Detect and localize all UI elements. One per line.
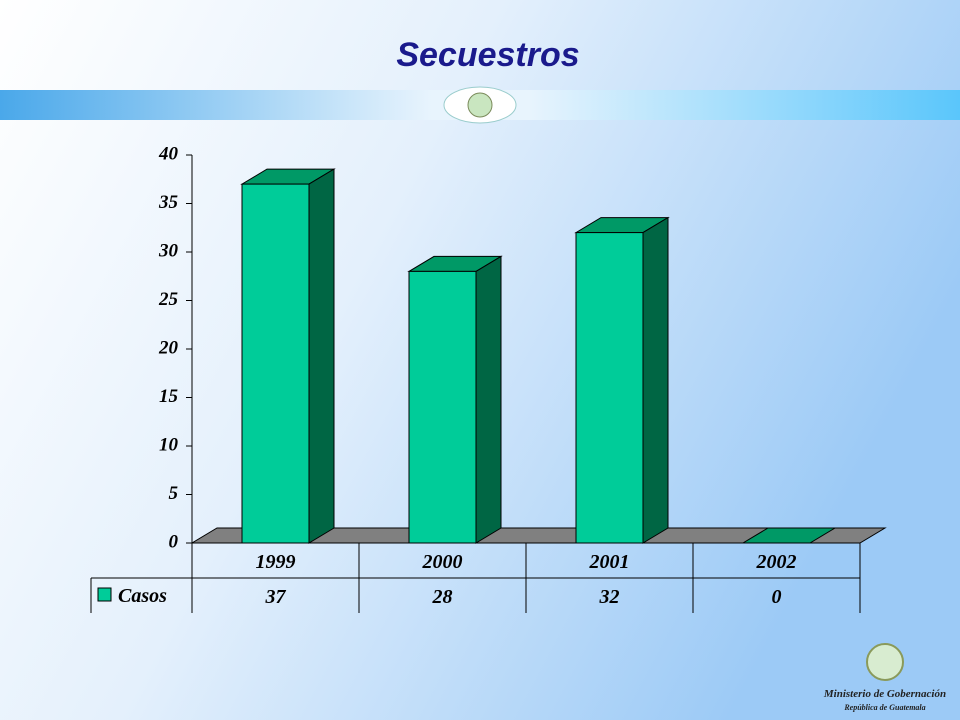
bar-top	[741, 527, 837, 544]
legend-label: Casos	[118, 585, 167, 607]
bar	[408, 270, 477, 544]
bar	[241, 183, 310, 544]
plot: 0 5 10 15 20 25 30 35 40 Casos 1999 37 2000 28 2001 32 2…	[90, 143, 887, 613]
y-tick-label: 10	[159, 434, 179, 455]
y-tick-label: 15	[159, 386, 179, 407]
x-tick-label: 2001	[589, 551, 630, 573]
table-value: 32	[599, 586, 620, 608]
footer-org: Ministerio de Gobernación	[823, 688, 946, 700]
table-value: 28	[432, 586, 453, 608]
x-tick-label: 1999	[256, 551, 296, 573]
y-tick-label: 25	[158, 289, 179, 310]
y-tick-label: 40	[158, 143, 179, 164]
bar-side	[475, 255, 502, 544]
legend-swatch	[97, 587, 112, 602]
bar-side	[308, 168, 335, 544]
table-value: 0	[772, 586, 782, 608]
x-tick-label: 2000	[422, 551, 463, 573]
y-tick-label: 5	[169, 483, 179, 504]
table-value: 37	[265, 586, 287, 608]
x-tick-label: 2002	[756, 551, 797, 573]
y-tick-label: 0	[169, 531, 179, 552]
footer-country: República de Guatemala	[843, 703, 925, 712]
bar-side	[642, 216, 669, 544]
chart-title: Secuestros	[396, 36, 579, 74]
y-tick-label: 20	[158, 337, 179, 358]
emblem-seal	[467, 92, 493, 118]
y-tick-label: 35	[158, 192, 179, 213]
y-tick-label: 30	[158, 240, 179, 261]
bar	[575, 232, 644, 544]
logo-emblem	[866, 643, 904, 681]
